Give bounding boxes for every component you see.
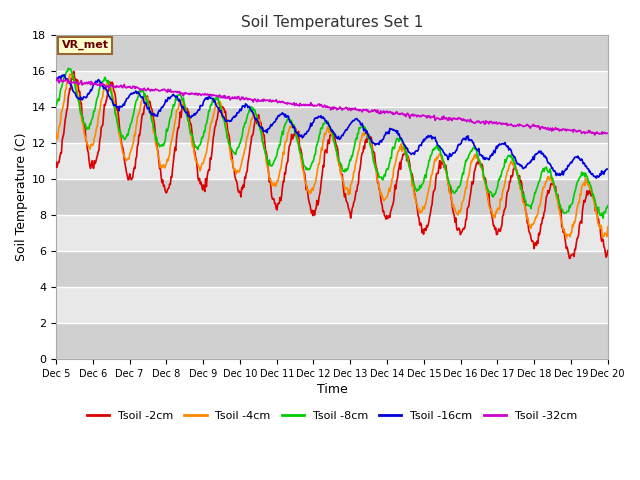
Tsoil -4cm xyxy=(52,130,60,136)
Tsoil -8cm xyxy=(400,143,408,148)
Tsoil -4cm xyxy=(563,236,570,241)
Tsoil -16cm xyxy=(63,76,70,82)
Tsoil -32cm xyxy=(62,77,70,83)
Tsoil -8cm xyxy=(65,65,72,71)
Title: Soil Temperatures Set 1: Soil Temperatures Set 1 xyxy=(241,15,423,30)
Tsoil -8cm xyxy=(120,135,127,141)
Line: Tsoil -32cm: Tsoil -32cm xyxy=(56,78,608,135)
Tsoil -32cm xyxy=(119,85,127,91)
Tsoil -4cm xyxy=(120,152,127,157)
Tsoil -4cm xyxy=(416,210,424,216)
Legend: Tsoil -2cm, Tsoil -4cm, Tsoil -8cm, Tsoil -16cm, Tsoil -32cm: Tsoil -2cm, Tsoil -4cm, Tsoil -8cm, Tsoi… xyxy=(83,407,581,425)
Line: Tsoil -2cm: Tsoil -2cm xyxy=(56,72,608,258)
Tsoil -2cm xyxy=(416,222,424,228)
Bar xyxy=(56,287,608,323)
Tsoil -8cm xyxy=(52,102,60,108)
Tsoil -16cm xyxy=(176,96,184,102)
Tsoil -32cm xyxy=(399,111,406,117)
Tsoil -8cm xyxy=(599,216,607,221)
Tsoil -4cm xyxy=(176,98,184,104)
Tsoil -8cm xyxy=(205,108,212,114)
Tsoil -2cm xyxy=(176,117,184,123)
Tsoil -2cm xyxy=(62,113,70,119)
Bar xyxy=(56,179,608,215)
Tsoil -4cm xyxy=(62,86,70,92)
Bar xyxy=(56,215,608,251)
Tsoil -16cm xyxy=(205,95,212,100)
Tsoil -16cm xyxy=(52,76,60,82)
Bar xyxy=(56,107,608,143)
Line: Tsoil -16cm: Tsoil -16cm xyxy=(56,75,608,178)
Line: Tsoil -4cm: Tsoil -4cm xyxy=(56,74,608,239)
Y-axis label: Soil Temperature (C): Soil Temperature (C) xyxy=(15,133,28,262)
Tsoil -4cm xyxy=(68,71,76,77)
Bar xyxy=(56,323,608,359)
Tsoil -16cm xyxy=(604,166,612,172)
Tsoil -32cm xyxy=(415,113,423,119)
Tsoil -2cm xyxy=(52,159,60,165)
Tsoil -2cm xyxy=(604,248,612,253)
Text: VR_met: VR_met xyxy=(61,40,109,50)
Tsoil -2cm xyxy=(70,69,77,74)
Tsoil -16cm xyxy=(61,72,68,78)
Tsoil -4cm xyxy=(205,135,212,141)
Tsoil -32cm xyxy=(604,130,612,136)
Tsoil -32cm xyxy=(204,92,212,98)
Bar xyxy=(56,72,608,107)
Tsoil -8cm xyxy=(176,92,184,97)
Tsoil -2cm xyxy=(400,152,408,157)
Tsoil -16cm xyxy=(400,140,408,146)
Tsoil -8cm xyxy=(604,203,612,209)
Tsoil -2cm xyxy=(120,149,127,155)
Tsoil -8cm xyxy=(62,71,70,76)
Tsoil -8cm xyxy=(416,182,424,188)
Tsoil -2cm xyxy=(566,255,573,261)
Tsoil -16cm xyxy=(416,142,424,148)
Tsoil -4cm xyxy=(604,224,612,230)
Tsoil -16cm xyxy=(593,175,600,181)
Tsoil -32cm xyxy=(175,89,182,95)
Tsoil -32cm xyxy=(52,75,60,81)
Line: Tsoil -8cm: Tsoil -8cm xyxy=(56,68,608,218)
Bar xyxy=(56,36,608,72)
Tsoil -4cm xyxy=(400,146,408,152)
Tsoil -16cm xyxy=(120,101,127,107)
Tsoil -2cm xyxy=(205,167,212,173)
Bar xyxy=(56,143,608,179)
Tsoil -32cm xyxy=(591,132,598,138)
Bar xyxy=(56,251,608,287)
X-axis label: Time: Time xyxy=(317,383,348,396)
